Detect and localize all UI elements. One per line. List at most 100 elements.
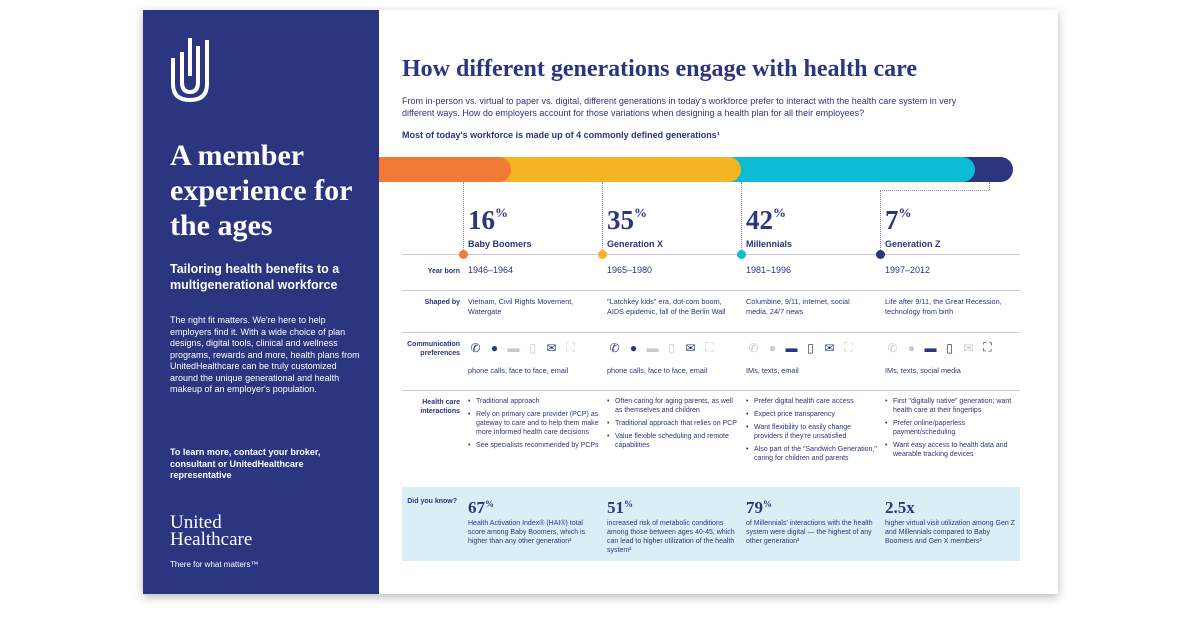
generation-header: 7% Generation Z (885, 198, 941, 249)
shaped-by-value: Vietnam, Civil Rights Movement, Watergat… (468, 297, 574, 316)
generation-percent: 42% (746, 205, 786, 235)
generation-name: Generation Z (885, 239, 941, 249)
comm-icons: ✆ ● ▬ ▯ ✉ ⛶ (468, 340, 578, 355)
did-you-know-stat: 51% increased risk of metabolic conditio… (607, 496, 739, 555)
brochure-page: A member experience for the ages Tailori… (143, 10, 1058, 594)
stat-text: Health Activation Index® (HAI®) total sc… (468, 520, 586, 545)
generation-header: 42% Millennials (746, 198, 792, 249)
generation-bar (379, 157, 1013, 182)
mobile-icon: ▯ (807, 340, 814, 355)
row-label-interactions: Health care interactions (420, 399, 460, 415)
divider (402, 332, 1020, 333)
left-panel: A member experience for the ages Tailori… (143, 10, 379, 594)
connector-line (880, 190, 881, 254)
face-to-face-icon: ● (768, 340, 777, 355)
stat-value: 51% (607, 498, 633, 517)
comm-icons: ✆ ● ▬ ▯ ✉ ⛶ (746, 340, 856, 355)
email-icon: ✉ (546, 340, 557, 355)
interaction-item: Value flexible scheduling and remote cap… (607, 432, 739, 450)
generation-header: 35% Generation X (607, 198, 663, 249)
connector-line (463, 182, 464, 254)
comm-pref-text: phone calls, face to face, email (607, 366, 708, 375)
timeline-dot (876, 250, 885, 259)
uhc-logo-icon (171, 38, 209, 103)
divider (402, 290, 1020, 291)
brand-line-1: United (170, 512, 222, 533)
row-label-communication: Communication preferences (407, 341, 460, 357)
generation-name: Generation X (607, 239, 664, 249)
comm-pref-text: phone calls, face to face, email (468, 366, 569, 375)
brand-tagline: There for what matters™ (170, 560, 259, 569)
did-you-know-stat: 79% of Millennials' interactions with th… (746, 496, 878, 546)
generation-bar-title: Most of today's workforce is made up of … (402, 130, 720, 140)
row-label-did-you-know: Did you know? (407, 498, 457, 505)
face-to-face-icon: ● (907, 340, 916, 355)
comm-icons: ✆ ● ▬ ▯ ✉ ⛶ (607, 340, 717, 355)
interaction-item: See specialists recommended by PCPs (468, 441, 600, 450)
interaction-item: Prefer online/paperless payment/scheduli… (885, 419, 1017, 437)
shaped-by-value: Life after 9/11, the Great Recession, te… (885, 297, 1002, 316)
side-subtitle: Tailoring health benefits to a multigene… (170, 262, 340, 292)
brand-line-2: Healthcare (170, 529, 253, 550)
did-you-know-stat: 67% Health Activation Index® (HAI®) tota… (468, 496, 600, 546)
interaction-item: First "digitally native" generation; wan… (885, 397, 1017, 415)
connector-line (989, 182, 990, 190)
email-icon: ✉ (963, 340, 974, 355)
connector-line (602, 182, 603, 254)
comm-pref-text: IMs, texts, email (746, 366, 799, 375)
comm-icons: ✆ ● ▬ ▯ ✉ ⛶ (885, 340, 995, 355)
email-icon: ✉ (685, 340, 696, 355)
stat-text: higher virtual visit utilization among G… (885, 520, 1015, 545)
interaction-item: Traditional approach (468, 397, 600, 406)
face-to-face-icon: ● (490, 340, 499, 355)
timeline-dot (737, 250, 746, 259)
divider (402, 254, 1020, 255)
generation-header: 16% Baby Boomers (468, 198, 532, 249)
year-born-value: 1965–1980 (607, 265, 653, 275)
phone-icon: ✆ (748, 340, 759, 355)
interaction-item: Also part of the "Sandwich Generation," … (746, 445, 878, 463)
interactions-list: Prefer digital health care access Expect … (746, 397, 878, 467)
year-born-value: 1997–2012 (885, 265, 931, 275)
interaction-item: Want easy access to health data and wear… (885, 441, 1017, 459)
social-media-icon: ⛶ (844, 340, 853, 354)
phone-icon: ✆ (887, 340, 898, 355)
divider (402, 390, 1020, 391)
shaped-by-value: Columbine, 9/11, internet, social media,… (746, 297, 850, 316)
connector-line (880, 190, 989, 191)
did-you-know-band (402, 487, 1020, 561)
interaction-item: Want flexibility to easily change provid… (746, 423, 878, 441)
chat-icon: ▬ (924, 340, 937, 355)
phone-icon: ✆ (609, 340, 620, 355)
chat-icon: ▬ (507, 340, 520, 355)
interaction-item: Often caring for aging parents, as well … (607, 397, 739, 415)
year-born-value: 1981–1996 (746, 265, 792, 275)
bar-segment-boomers (379, 157, 511, 182)
chat-icon: ▬ (646, 340, 659, 355)
interaction-item: Expect price transparency (746, 410, 878, 419)
brand-logo-text: United Healthcare (170, 512, 360, 550)
stat-text: of Millennials' interactions with the he… (746, 520, 873, 545)
intro-text: From in-person vs. virtual to paper vs. … (402, 96, 957, 118)
interaction-item: Prefer digital health care access (746, 397, 878, 406)
stat-value: 67% (468, 498, 494, 517)
timeline-dot (459, 250, 468, 259)
generation-percent: 7% (885, 205, 912, 235)
interactions-list: Often caring for aging parents, as well … (607, 397, 739, 454)
generation-percent: 35% (607, 205, 647, 235)
chat-icon: ▬ (785, 340, 798, 355)
timeline-dot (598, 250, 607, 259)
face-to-face-icon: ● (629, 340, 638, 355)
interactions-list: Traditional approach Rely on primary care… (468, 397, 600, 454)
row-label-shaped-by: Shaped by (424, 299, 460, 306)
side-title: A member experience for the ages (170, 139, 352, 242)
year-born-value: 1946–1964 (468, 265, 514, 275)
stat-value: 2.5x (885, 498, 915, 517)
social-media-icon: ⛶ (705, 340, 714, 354)
stat-text: increased risk of metabolic conditions a… (607, 520, 735, 554)
connector-line (741, 182, 742, 254)
interactions-list: First "digitally native" generation; wan… (885, 397, 1017, 463)
mobile-icon: ▯ (946, 340, 953, 355)
row-label-year-born: Year born (427, 268, 460, 275)
generation-name: Millennials (746, 239, 793, 249)
